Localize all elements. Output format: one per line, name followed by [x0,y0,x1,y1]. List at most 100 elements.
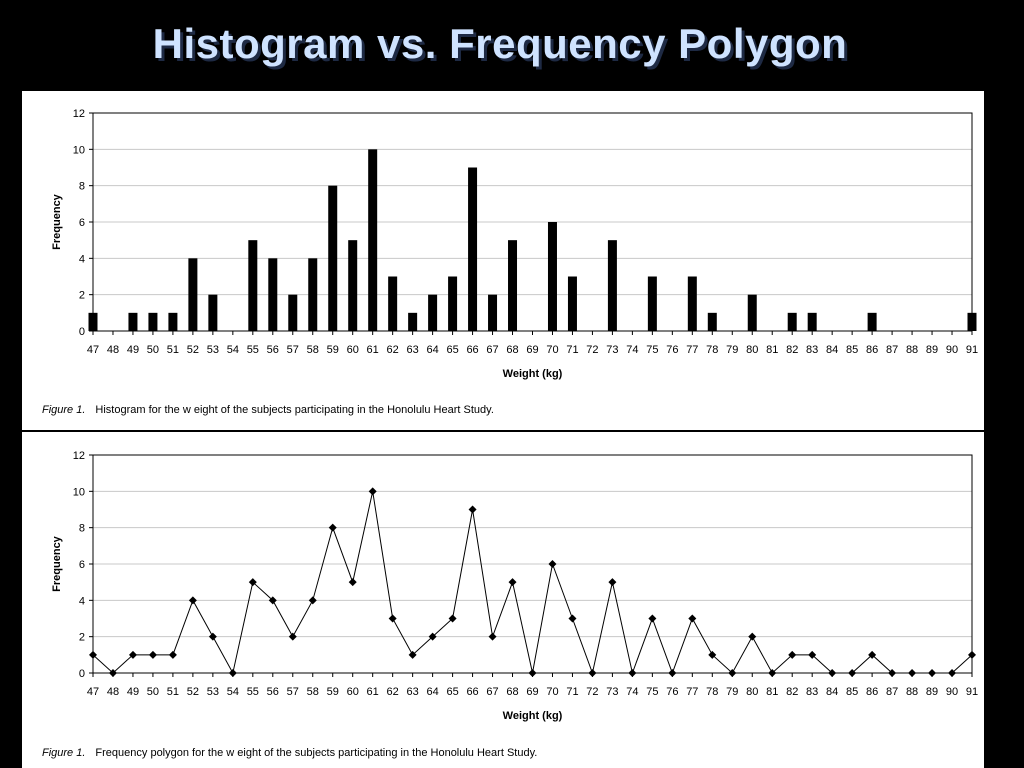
polygon-x-tick-label: 80 [746,686,758,698]
polygon-x-tick-label: 76 [666,686,678,698]
polygon-x-tick-label: 58 [307,686,319,698]
polygon-point [148,650,157,659]
histogram-bar [787,312,797,331]
histogram-x-tick-label: 66 [466,344,478,356]
histogram-x-tick-label: 79 [726,344,738,356]
polygon-x-tick-label: 60 [347,686,359,698]
polygon-line [92,491,973,675]
histogram-x-tick-label: 61 [367,344,379,356]
histogram-bar [88,312,98,331]
panel-divider [22,430,984,432]
polygon-x-tick-label: 48 [107,686,119,698]
polygon-y-tick-label: 4 [79,595,85,607]
polygon-point [108,669,117,677]
polygon-x-tick-label: 88 [906,686,918,698]
histogram-bar [188,258,198,331]
histogram-x-tick-label: 62 [387,344,399,356]
polygon-point [448,614,457,623]
polygon-point [708,650,717,659]
polygon-point [368,487,377,496]
polygon-point [308,596,317,605]
histogram-x-tick-label: 77 [686,344,698,356]
histogram-caption: Figure 1. Histogram for the w eight of th… [42,404,494,416]
polygon-x-tick-label: 81 [766,686,778,698]
histogram-bar [268,258,278,331]
polygon-point [808,650,817,659]
histogram-x-tick-label: 76 [666,344,678,356]
histogram-x-tick-label: 51 [167,344,179,356]
histogram-bar [148,312,158,331]
polygon-x-tick-label: 83 [806,686,818,698]
polygon-x-tick-label: 73 [606,686,618,698]
histogram-bar [368,149,378,331]
histogram-x-tick-label: 85 [846,344,858,356]
histogram-bar [468,167,478,331]
polygon-x-tick-label: 69 [526,686,538,698]
polygon-x-tick-label: 64 [426,686,438,698]
polygon-x-tick-label: 68 [506,686,518,698]
polygon-point [608,578,617,587]
histogram-x-tick-label: 60 [347,344,359,356]
polygon-y-tick-label: 8 [79,523,85,535]
polygon-x-tick-label: 55 [247,686,259,698]
polygon-x-tick-label: 90 [946,686,958,698]
polygon-x-tick-label: 89 [926,686,938,698]
histogram-x-tick-label: 55 [247,344,259,356]
polygon-point [628,669,637,677]
polygon-point [788,650,797,659]
histogram-x-tick-label: 49 [127,344,139,356]
histogram-y-tick-label: 6 [79,217,85,229]
polygon-point [568,614,577,623]
polygon-x-tick-label: 67 [486,686,498,698]
histogram-x-tick-label: 56 [267,344,279,356]
polygon-x-tick-label: 53 [207,686,219,698]
polygon-point [168,650,177,659]
chart-panel [22,91,984,768]
polygon-x-tick-label: 91 [966,686,978,698]
histogram-bar [208,294,218,331]
polygon-x-tick-label: 71 [566,686,578,698]
polygon-x-tick-label: 78 [706,686,718,698]
polygon-x-tick-label: 49 [127,686,139,698]
histogram-x-tick-label: 71 [566,344,578,356]
polygon-x-tick-label: 87 [886,686,898,698]
polygon-point [428,632,437,641]
histogram-caption-text: Histogram for the w eight of the subject… [95,404,494,416]
polygon-point [728,669,737,677]
polygon-point [228,669,237,677]
histogram-bar [248,240,258,331]
histogram-x-tick-label: 83 [806,344,818,356]
polygon-point [89,650,97,659]
polygon-y-tick-label: 10 [73,486,85,498]
polygon-point [348,578,357,587]
histogram-x-tick-label: 50 [147,344,159,356]
polygon-x-tick-label: 75 [646,686,658,698]
histogram-x-tick-label: 88 [906,344,918,356]
histogram-bar [488,294,498,331]
polygon-point [748,632,757,641]
histogram-x-tick-label: 53 [207,344,219,356]
histogram-bar [288,294,298,331]
polygon-x-tick-label: 47 [87,686,99,698]
polygon-x-tick-label: 61 [367,686,379,698]
histogram-bar [567,276,577,331]
histogram-bar [807,312,817,331]
histogram-bar [747,294,757,331]
histogram-caption-figure: Figure 1. [42,404,86,416]
histogram-x-tick-label: 74 [626,344,638,356]
polygon-point [328,523,337,532]
polygon-point [868,650,877,659]
histogram-y-tick-label: 12 [73,108,85,120]
polygon-x-tick-label: 50 [147,686,159,698]
polygon-point [888,669,897,677]
histogram-bar [967,312,977,331]
histogram-x-tick-label: 67 [486,344,498,356]
histogram-x-tick-label: 63 [407,344,419,356]
histogram-y-tick-label: 4 [79,253,85,265]
histogram-y-tick-label: 2 [79,290,85,302]
polygon-point [688,614,697,623]
histogram-x-tick-label: 68 [506,344,518,356]
histogram-bar [388,276,398,331]
histogram-x-tick-label: 84 [826,344,838,356]
